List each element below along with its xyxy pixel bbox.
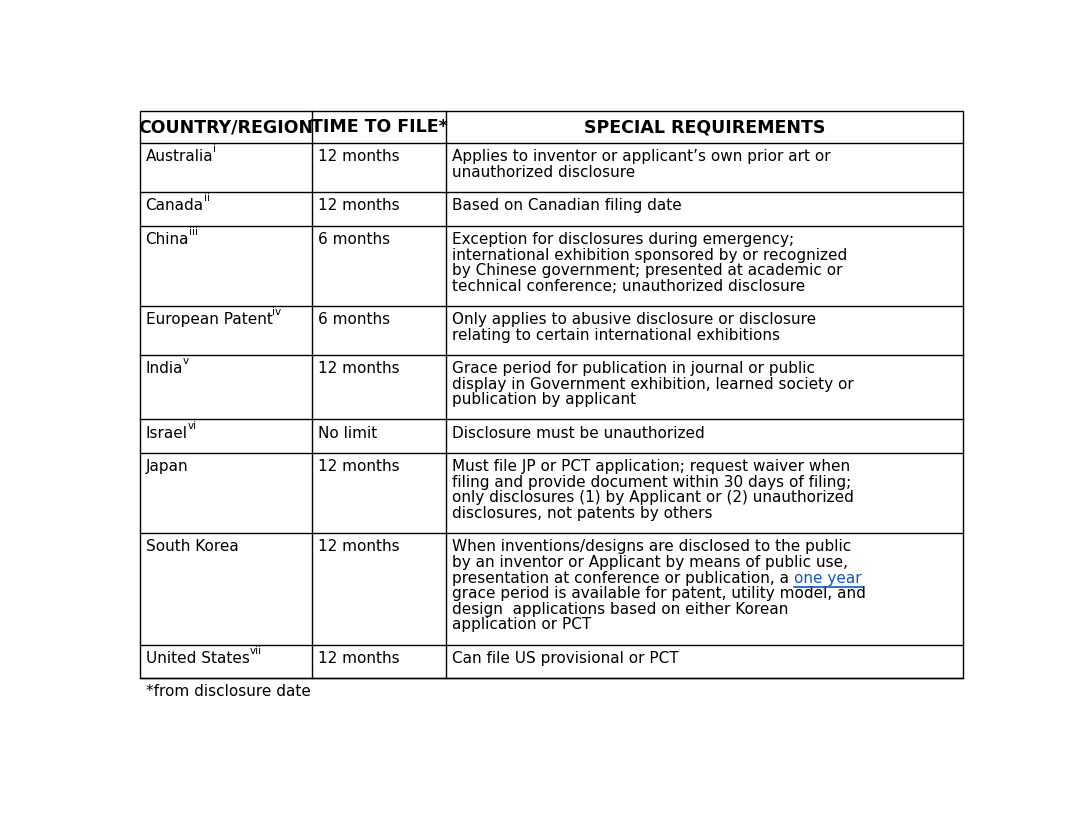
- Text: by Chinese government; presented at academic or: by Chinese government; presented at acad…: [452, 263, 842, 278]
- Text: COUNTRY/REGION: COUNTRY/REGION: [139, 119, 313, 137]
- Text: by an inventor or Applicant by means of public use,: by an inventor or Applicant by means of …: [452, 555, 848, 570]
- Text: 12 months: 12 months: [318, 539, 399, 555]
- Text: technical conference; unauthorized disclosure: technical conference; unauthorized discl…: [452, 279, 805, 294]
- Text: application or PCT: application or PCT: [452, 617, 592, 632]
- Text: 12 months: 12 months: [318, 459, 399, 474]
- Text: filing and provide document within 30 days of filing;: filing and provide document within 30 da…: [452, 475, 851, 490]
- Text: Only applies to abusive disclosure or disclosure: Only applies to abusive disclosure or di…: [452, 312, 816, 327]
- Text: publication by applicant: publication by applicant: [452, 393, 636, 407]
- Bar: [140, 111, 963, 678]
- Text: display in Government exhibition, learned society or: display in Government exhibition, learne…: [452, 377, 854, 392]
- Text: 12 months: 12 months: [318, 361, 399, 376]
- Text: grace period is available for patent, utility model, and: grace period is available for patent, ut…: [452, 586, 866, 602]
- Text: 12 months: 12 months: [318, 651, 399, 666]
- Text: i: i: [214, 144, 216, 155]
- Text: 6 months: 6 months: [318, 232, 390, 247]
- Text: Grace period for publication in journal or public: Grace period for publication in journal …: [452, 361, 815, 376]
- Text: ii: ii: [204, 193, 209, 203]
- Text: Japan: Japan: [145, 459, 189, 474]
- Text: European Patent: European Patent: [145, 312, 272, 327]
- Text: vii: vii: [249, 646, 261, 656]
- Text: relating to certain international exhibitions: relating to certain international exhibi…: [452, 328, 780, 342]
- Text: SPECIAL REQUIREMENTS: SPECIAL REQUIREMENTS: [584, 119, 825, 137]
- Text: disclosures, not patents by others: disclosures, not patents by others: [452, 506, 712, 521]
- Text: vi: vi: [188, 421, 196, 430]
- Text: international exhibition sponsored by or recognized: international exhibition sponsored by or…: [452, 248, 848, 263]
- Text: iv: iv: [272, 307, 282, 317]
- Text: South Korea: South Korea: [145, 539, 238, 555]
- Text: Based on Canadian filing date: Based on Canadian filing date: [452, 198, 682, 213]
- Text: 12 months: 12 months: [318, 150, 399, 165]
- Text: presentation at conference or publication, a: presentation at conference or publicatio…: [452, 570, 795, 586]
- Text: 12 months: 12 months: [318, 198, 399, 213]
- Text: When inventions/designs are disclosed to the public: When inventions/designs are disclosed to…: [452, 539, 851, 555]
- Text: design  applications based on either Korean: design applications based on either Kore…: [452, 602, 788, 617]
- Text: one year: one year: [795, 570, 862, 586]
- Text: Exception for disclosures during emergency;: Exception for disclosures during emergen…: [452, 232, 795, 247]
- Text: *from disclosure date: *from disclosure date: [145, 684, 310, 700]
- Text: 6 months: 6 months: [318, 312, 390, 327]
- Text: United States: United States: [145, 651, 249, 666]
- Text: Canada: Canada: [145, 198, 204, 213]
- Text: Must file JP or PCT application; request waiver when: Must file JP or PCT application; request…: [452, 459, 850, 474]
- Text: No limit: No limit: [318, 425, 377, 441]
- Text: China: China: [145, 232, 189, 247]
- Text: unauthorized disclosure: unauthorized disclosure: [452, 165, 635, 180]
- Text: Australia: Australia: [145, 150, 214, 165]
- Text: TIME TO FILE*: TIME TO FILE*: [311, 119, 448, 137]
- Text: Disclosure must be unauthorized: Disclosure must be unauthorized: [452, 425, 705, 441]
- Text: iii: iii: [189, 227, 198, 237]
- Text: India: India: [145, 361, 183, 376]
- Text: Can file US provisional or PCT: Can file US provisional or PCT: [452, 651, 679, 666]
- Text: v: v: [183, 356, 190, 366]
- Text: Israel: Israel: [145, 425, 188, 441]
- Text: only disclosures (1) by Applicant or (2) unauthorized: only disclosures (1) by Applicant or (2)…: [452, 491, 854, 505]
- Text: Applies to inventor or applicant’s own prior art or: Applies to inventor or applicant’s own p…: [452, 150, 830, 165]
